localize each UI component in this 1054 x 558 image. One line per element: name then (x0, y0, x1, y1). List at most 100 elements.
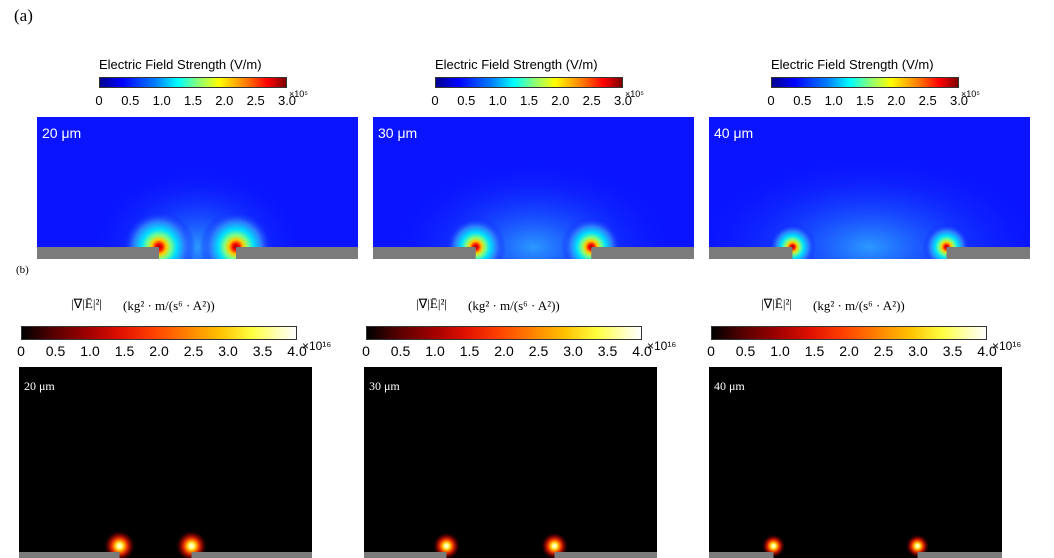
colorbar-multiplier: ×10⁵ (961, 89, 980, 99)
colorbar-multiplier: ×10¹⁶ (302, 339, 332, 353)
electrode (373, 247, 476, 259)
electrode (709, 552, 774, 558)
colorbar-title-symbol: |∇|Ē|²| (71, 296, 102, 311)
colorbar-tick-label: 1.0 (488, 93, 507, 108)
colorbar-multiplier: ×10⁵ (625, 89, 644, 99)
colorbar-tick-label: 0 (17, 343, 25, 359)
field-map: 40 μm (709, 117, 1030, 259)
colorbar-tick-label: 2.0 (887, 93, 906, 108)
gap-label: 40 μm (714, 379, 745, 393)
colorbar-tick-label: 0 (707, 343, 715, 359)
colorbar-tick-label: 0.5 (457, 93, 476, 108)
field-hotspot (122, 210, 196, 259)
colorbar-tick-label: 4.0 (287, 343, 307, 359)
colorbar-tick-label: 3.0 (613, 93, 633, 108)
colorbar-tick-label: 1.0 (824, 93, 843, 108)
colorbar-tick-label: 0.5 (735, 343, 756, 359)
gap-label: 30 μm (378, 125, 418, 141)
colorbar-tick-label: 0.5 (45, 343, 66, 359)
colorbar-tick-label: 2.0 (215, 93, 234, 108)
colorbar-tick-label: 0 (431, 93, 439, 108)
colorbar-tick-label: 0.5 (390, 343, 411, 359)
colorbar-title-symbol: |∇|Ē|²| (416, 296, 447, 311)
colorbar-tick-label: 1.5 (804, 343, 825, 359)
colorbar-tick-label: 3.0 (563, 343, 583, 359)
colorbar-tick-label: 0 (95, 93, 103, 108)
gap-label: 20 μm (42, 125, 82, 141)
gradient-map: 40 μm (709, 367, 1002, 558)
electrode (19, 552, 120, 558)
panel-b-label: (b) (16, 264, 29, 276)
field-map-plot (373, 159, 694, 259)
colorbar-tick-label: 1.5 (183, 93, 203, 108)
gradient-map-plot (19, 530, 312, 558)
colorbar-tick-label: 3.0 (908, 343, 928, 359)
field-map-plot (709, 153, 1030, 259)
colorbar-multiplier: ×10¹⁶ (992, 339, 1022, 353)
colorbar (21, 326, 297, 340)
colorbar-tick-label: 2.5 (918, 93, 937, 108)
colorbar-tick-label: 2.0 (839, 343, 859, 359)
gap-label: 30 μm (369, 379, 400, 393)
colorbar-tick-label: 4.0 (632, 343, 652, 359)
gradient-hotspot (103, 530, 136, 558)
colorbar-title-units: (kg² · m/(s⁶ · A²)) (813, 298, 905, 313)
electrode (709, 247, 793, 259)
colorbar-tick-label: 1.0 (80, 343, 100, 359)
field-map-plot (37, 165, 358, 259)
electrode (591, 247, 694, 259)
colorbar-tick-label: 2.0 (551, 93, 570, 108)
colorbar-multiplier: ×10⁵ (289, 89, 308, 99)
gradient-hotspot (432, 532, 461, 558)
field-hotspot (199, 210, 273, 259)
colorbar-tick-label: 2.0 (494, 343, 514, 359)
colorbar-tick-label: 0 (362, 343, 370, 359)
electrode (554, 552, 657, 558)
gradient-hotspot (540, 532, 569, 558)
colorbar-tick-label: 3.0 (949, 93, 969, 108)
colorbar-tick-label: 2.5 (183, 343, 204, 359)
colorbar-tick-label: 1.5 (459, 343, 480, 359)
colorbar (771, 77, 959, 88)
colorbar-tick-label: 3.5 (597, 343, 618, 359)
gradient-map: 30 μm (364, 367, 657, 558)
colorbar-tick-label: 4.0 (977, 343, 997, 359)
colorbar-tick-label: 0 (767, 93, 775, 108)
gap-label: 20 μm (24, 379, 55, 393)
colorbar-title: Electric Field Strength (V/m) (435, 57, 598, 72)
colorbar-title-units: (kg² · m/(s⁶ · A²)) (468, 298, 560, 313)
colorbar-tick-label: 2.5 (582, 93, 601, 108)
electrode (191, 552, 312, 558)
field-map: 30 μm (373, 117, 694, 259)
colorbar-title-symbol: |∇|Ē|²| (761, 296, 792, 311)
colorbar-tick-label: 3.5 (942, 343, 963, 359)
colorbar-tick-label: 1.0 (152, 93, 171, 108)
electrode (37, 247, 159, 259)
colorbar (366, 326, 642, 340)
gradient-map-plot (709, 534, 1002, 558)
colorbar-title: Electric Field Strength (V/m) (771, 57, 934, 72)
colorbar-title: Electric Field Strength (V/m) (99, 57, 262, 72)
colorbar (99, 77, 287, 88)
field-halo (88, 165, 307, 259)
colorbar-tick-label: 1.5 (114, 343, 135, 359)
electrode (364, 552, 447, 558)
colorbar-tick-label: 2.0 (149, 343, 169, 359)
colorbar-tick-label: 0.5 (793, 93, 812, 108)
colorbar-tick-label: 1.0 (770, 343, 790, 359)
colorbar-tick-label: 1.0 (425, 343, 445, 359)
colorbar-tick-label: 0.5 (121, 93, 140, 108)
colorbar (711, 326, 987, 340)
colorbar-tick-label: 1.5 (855, 93, 875, 108)
field-map: 20 μm (37, 117, 358, 259)
colorbar-tick-label: 3.0 (218, 343, 238, 359)
electrode (236, 247, 358, 259)
colorbar-title-units: (kg² · m/(s⁶ · A²)) (123, 298, 215, 313)
field-halo (709, 153, 1030, 259)
colorbar-tick-label: 3.5 (252, 343, 273, 359)
colorbar (435, 77, 623, 88)
colorbar-tick-label: 3.0 (277, 93, 297, 108)
colorbar-multiplier: ×10¹⁶ (647, 339, 677, 353)
electrode (946, 247, 1030, 259)
gradient-map: 20 μm (19, 367, 312, 558)
